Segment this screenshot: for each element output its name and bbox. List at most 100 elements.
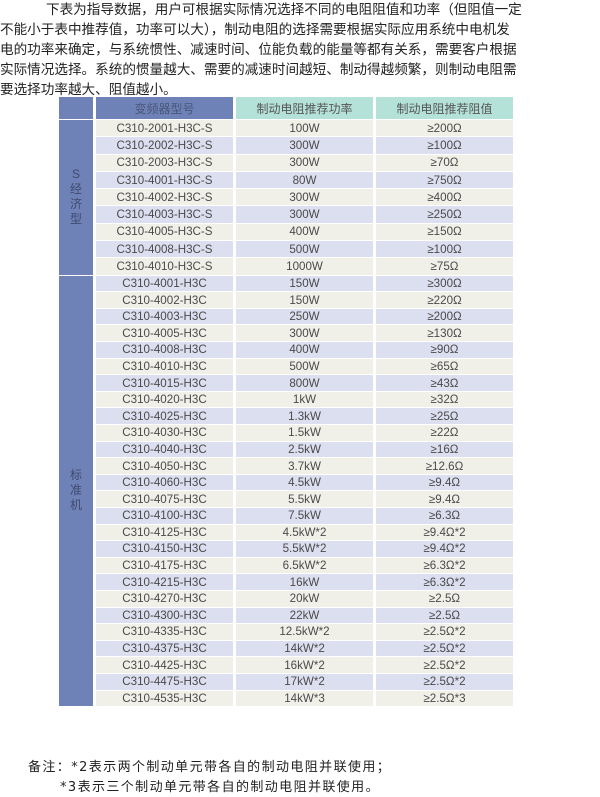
header-group [59,97,93,119]
power-cell: 300W [236,154,373,171]
table-row: C310-4335-H3C 12.5kW*2 ≥2.5Ω*2 [59,624,513,640]
power-cell: 100W [236,120,373,137]
resistance-cell: ≥2.5Ω [376,590,513,607]
power-cell: 150W [236,275,373,292]
table-row: C310-4020-H3C 1kW ≥32Ω [59,391,513,408]
table-row: C310-4003-H3C-S 300W ≥250Ω [59,206,513,223]
resistance-cell: ≥25Ω [376,408,513,425]
power-cell: 5.5kW*2 [236,541,373,557]
model-cell: C310-4075-H3C [96,491,233,507]
table-row: C310-4010-H3C-S 1000W ≥75Ω [59,258,513,275]
table-header-row: 变频器型号 制动电阻推荐功率 制动电阻推荐阻值 [59,97,513,119]
resistance-cell: ≥9.4Ω*2 [376,541,513,557]
power-cell: 3.7kW [236,458,373,474]
resistance-cell: ≥9.4Ω [376,491,513,507]
note-line-2: *3表示三个制动单元带各自的制动电阻并联使用。 [60,780,380,795]
power-cell: 80W [236,171,373,189]
intro-line: 电的功率来确定，与系统惯性、减速时间、位能负载的能量等都有关系，需要客户根据 [0,42,517,58]
power-cell: 500W [236,241,373,258]
braking-resistor-table: 变频器型号 制动电阻推荐功率 制动电阻推荐阻值 S 经 济 型 C310-2001… [56,96,516,707]
table-row: C310-4030-H3C 1.5kW ≥22Ω [59,425,513,441]
table-row: C310-4475-H3C 17kW*2 ≥2.5Ω*2 [59,673,513,690]
model-cell: C310-4001-H3C-S [96,171,233,189]
table-row: C310-4375-H3C 14kW*2 ≥2.5Ω*2 [59,640,513,657]
resistance-cell: ≥130Ω [376,325,513,342]
model-cell: C310-4125-H3C [96,524,233,541]
table-row: C310-4535-H3C 14kW*3 ≥2.5Ω*3 [59,690,513,707]
power-cell: 1000W [236,258,373,275]
model-cell: C310-2001-H3C-S [96,120,233,137]
resistance-cell: ≥100Ω [376,241,513,258]
power-cell: 16kW*2 [236,657,373,673]
power-cell: 17kW*2 [236,673,373,690]
power-cell: 14kW*3 [236,690,373,707]
model-cell: C310-4100-H3C [96,507,233,524]
table-row: C310-4002-H3C 150W ≥220Ω [59,292,513,308]
resistance-cell: ≥90Ω [376,342,513,358]
model-cell: C310-4040-H3C [96,441,233,458]
table-row: C310-4425-H3C 16kW*2 ≥2.5Ω*2 [59,657,513,673]
power-cell: 6.5kW*2 [236,557,373,574]
model-cell: C310-4010-H3C [96,358,233,375]
model-cell: C310-4003-H3C-S [96,206,233,223]
power-cell: 1kW [236,391,373,408]
model-cell: C310-4008-H3C-S [96,241,233,258]
resistance-cell: ≥9.4Ω*2 [376,524,513,541]
power-cell: 16kW [236,574,373,590]
resistance-cell: ≥65Ω [376,358,513,375]
model-cell: C310-4535-H3C [96,690,233,707]
table-row: 标 准 机 C310-4001-H3C 150W ≥300Ω [59,275,513,707]
table-row: C310-4003-H3C 250W ≥200Ω [59,308,513,325]
model-cell: C310-4015-H3C [96,375,233,391]
resistance-cell: ≥9.4Ω [376,474,513,491]
table-row: C310-4002-H3C-S 300W ≥400Ω [59,189,513,206]
note-line-1: 备注：*2表示两个制动单元带各自的制动电阻并联使用； [28,760,392,775]
power-cell: 800W [236,375,373,391]
table-row: S 经 济 型 C310-2001-H3C-S 100W ≥200Ω [59,120,513,275]
model-cell: C310-4175-H3C [96,557,233,574]
model-cell: C310-4001-H3C [96,275,233,292]
header-resistance: 制动电阻推荐阻值 [376,97,513,119]
model-cell: C310-4005-H3C-S [96,223,233,241]
resistance-cell: ≥750Ω [376,171,513,189]
model-cell: C310-4002-H3C-S [96,189,233,206]
table-row: C310-4015-H3C 800W ≥43Ω [59,375,513,391]
model-cell: C310-4335-H3C [96,624,233,640]
resistance-cell: ≥220Ω [376,292,513,308]
table-row: C310-4005-H3C 300W ≥130Ω [59,325,513,342]
table-row: C310-4001-H3C-S 80W ≥750Ω [59,171,513,189]
power-cell: 150W [236,292,373,308]
resistance-cell: ≥32Ω [376,391,513,408]
resistance-cell: ≥12.6Ω [376,458,513,474]
resistance-cell: ≥70Ω [376,154,513,171]
table-row: C310-4300-H3C 22kW ≥2.5Ω [59,607,513,624]
table-row: C310-2003-H3C-S 300W ≥70Ω [59,154,513,171]
model-cell: C310-4020-H3C [96,391,233,408]
power-cell: 5.5kW [236,491,373,507]
intro-line: 下表为指导数据，用户可根据实际情况选择不同的电阻阻值和功率（但阻值一定 [46,2,522,18]
table-row: C310-4215-H3C 16kW ≥6.3Ω*2 [59,574,513,590]
model-cell: C310-4010-H3C-S [96,258,233,275]
power-cell: 300W [236,206,373,223]
model-cell: C310-4005-H3C [96,325,233,342]
resistance-cell: ≥2.5Ω*2 [376,657,513,673]
power-cell: 1.3kW [236,408,373,425]
power-cell: 300W [236,137,373,154]
intro-line: 不能小于表中推荐值，功率可以大），制动电阻的选择需要根据实际应用系统中电机发 [0,22,510,38]
table-row: C310-4040-H3C 2.5kW ≥16Ω [59,441,513,458]
power-cell: 400W [236,342,373,358]
table-row: C310-4075-H3C 5.5kW ≥9.4Ω [59,491,513,507]
resistance-cell: ≥2.5Ω [376,607,513,624]
header-power: 制动电阻推荐功率 [236,97,373,119]
model-cell: C310-4425-H3C [96,657,233,673]
intro-line: 要选择功率越大、阻值越小。 [0,82,177,98]
table-row: C310-4175-H3C 6.5kW*2 ≥6.3Ω*2 [59,557,513,574]
power-cell: 400W [236,223,373,241]
resistance-cell: ≥75Ω [376,258,513,275]
resistance-cell: ≥6.3Ω*2 [376,574,513,590]
table-row: C310-2002-H3C-S 300W ≥100Ω [59,137,513,154]
model-cell: C310-4050-H3C [96,458,233,474]
intro-line: 实际情况选择。系统的惯量越大、需要的减速时间越短、制动得越频繁，则制动电阻需 [0,62,517,78]
power-cell: 500W [236,358,373,375]
model-cell: C310-4025-H3C [96,408,233,425]
